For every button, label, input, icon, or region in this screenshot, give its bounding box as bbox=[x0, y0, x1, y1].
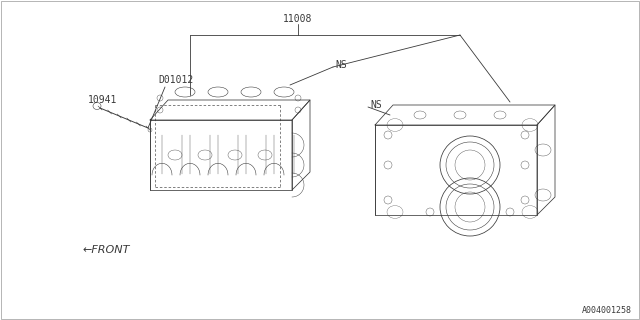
Text: NS: NS bbox=[370, 100, 381, 110]
Text: NS: NS bbox=[335, 60, 347, 70]
Text: A004001258: A004001258 bbox=[582, 306, 632, 315]
Text: 10941: 10941 bbox=[88, 95, 117, 105]
Text: D01012: D01012 bbox=[158, 75, 193, 85]
Text: ←FRONT: ←FRONT bbox=[82, 245, 129, 255]
Text: 11008: 11008 bbox=[284, 14, 313, 24]
